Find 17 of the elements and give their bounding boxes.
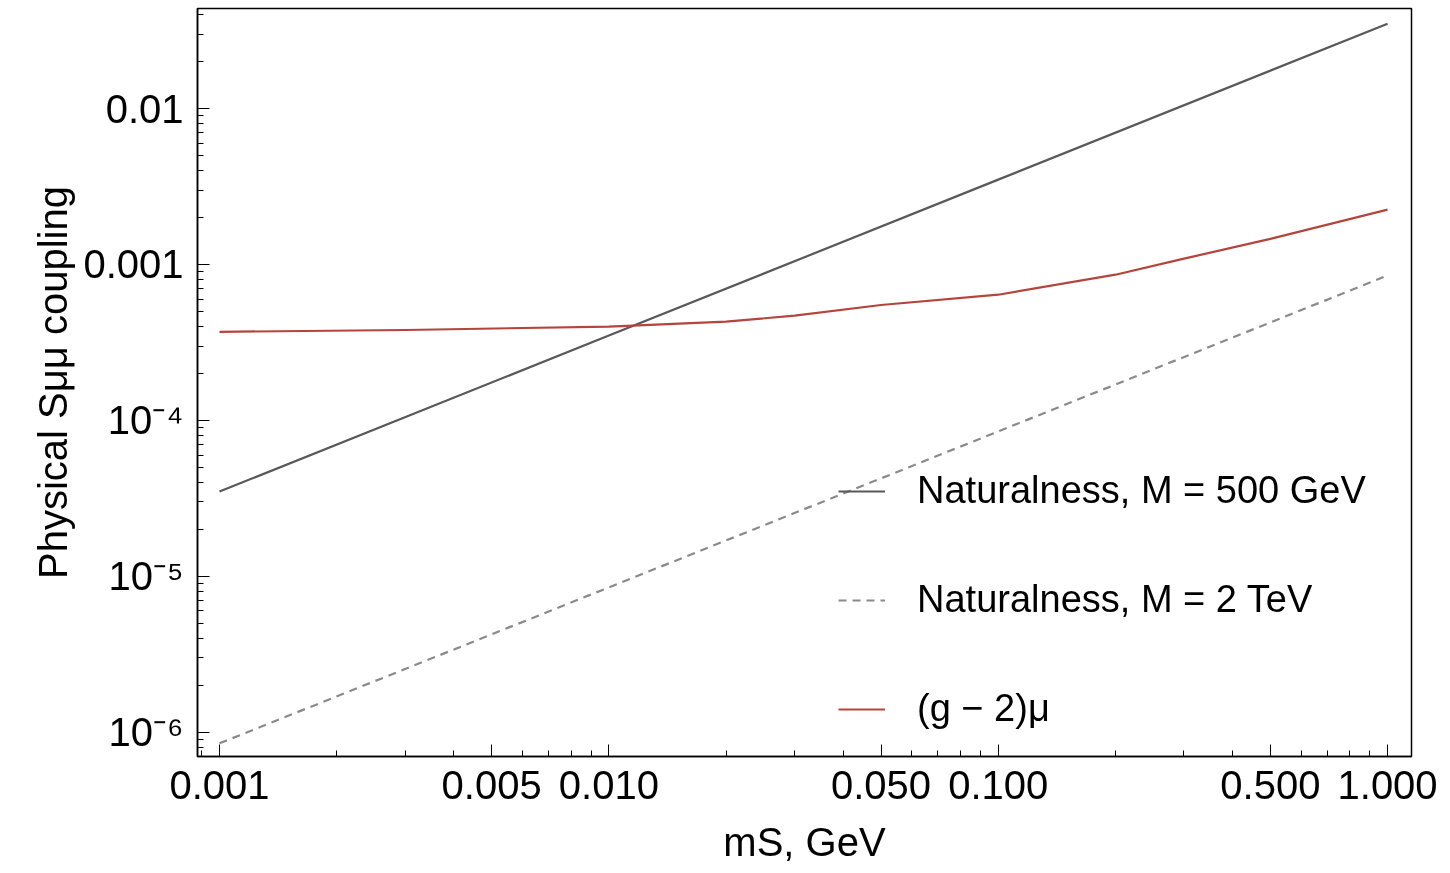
y-tick-label: 10⁻⁶ xyxy=(108,710,184,755)
x-tick-label: 0.005 xyxy=(441,762,542,807)
y-tick-label: 0.01 xyxy=(105,86,184,131)
x-tick-label: 0.500 xyxy=(1220,762,1321,807)
y-tick-label: 10⁻⁵ xyxy=(108,554,184,599)
x-tick-label: 0.050 xyxy=(830,762,932,807)
x-tick-label: 0.010 xyxy=(558,762,659,807)
legend-label: (g − 2)μ xyxy=(917,687,1050,730)
y-axis-title: Physical Sμμ coupling xyxy=(31,186,76,579)
x-tick-label: 1.000 xyxy=(1337,762,1438,807)
x-tick-label: 0.001 xyxy=(169,762,270,807)
x-axis-title: mS, GeV xyxy=(723,819,886,864)
legend-label: Naturalness, M = 500 GeV xyxy=(917,469,1366,512)
y-tick-label: 0.001 xyxy=(83,242,184,287)
x-tick-label: 0.100 xyxy=(948,762,1049,807)
y-tick-label: 10⁻⁴ xyxy=(107,398,184,443)
legend-label: Naturalness, M = 2 TeV xyxy=(917,578,1313,621)
